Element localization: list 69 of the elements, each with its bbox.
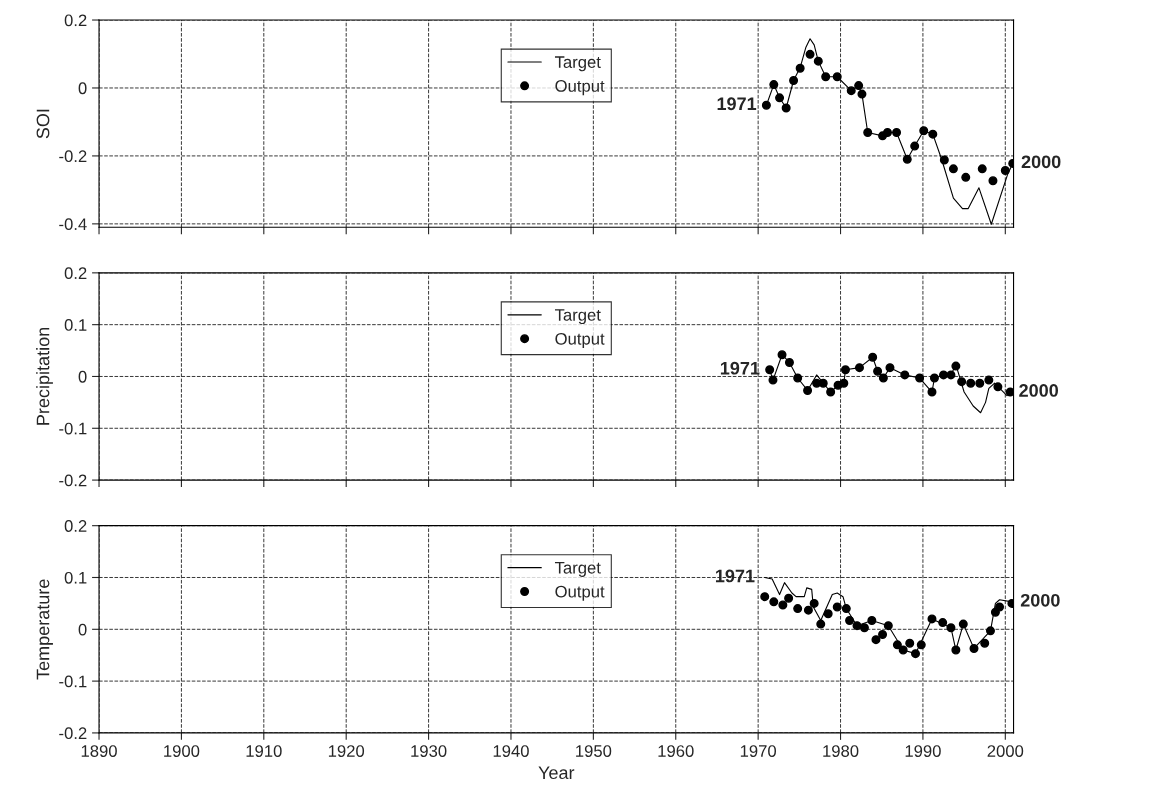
annotation: 2000: [1020, 593, 1060, 607]
point: [778, 600, 788, 610]
x-tick-label: 1960: [658, 745, 694, 757]
y-tick-label: 0.2: [64, 14, 87, 27]
point: [977, 164, 987, 174]
y-axis-title: SOI: [36, 109, 50, 139]
point: [948, 164, 958, 174]
point: [975, 378, 985, 388]
point: [984, 375, 994, 385]
point: [816, 619, 826, 629]
y-axis-title: Precipitation: [36, 327, 53, 425]
x-tick-label: 2000: [987, 745, 1024, 757]
x-tick-label: 1900: [164, 745, 200, 757]
y-tick-label: 0: [78, 623, 87, 636]
x-tick-label: 1990: [905, 745, 941, 757]
legend-label: Output: [555, 585, 605, 601]
y-tick-label: 0.1: [64, 319, 87, 331]
legend-label: Output: [555, 80, 605, 96]
y-tick-label: -0.1: [59, 422, 87, 435]
legend-label: Target: [554, 309, 601, 325]
y-tick-label: 0.2: [64, 520, 87, 532]
point: [832, 602, 842, 612]
point: [980, 638, 990, 648]
point: [988, 176, 998, 186]
point: [905, 638, 915, 648]
y-tick-label: 0: [78, 370, 87, 383]
y-axis-title: Temperature: [36, 579, 53, 680]
point: [845, 615, 855, 625]
annotation: 2000: [1021, 155, 1061, 169]
x-tick-label: 1910: [246, 745, 282, 757]
x-tick-label: 1980: [823, 745, 859, 757]
y-tick-label: 0: [78, 82, 87, 95]
point: [966, 378, 976, 388]
y-tick-label: -0.2: [59, 727, 87, 740]
y-tick-label: -0.2: [59, 474, 87, 487]
legend-label: Target: [554, 56, 601, 72]
y-tick-label: -0.2: [59, 150, 87, 163]
legend-label: Target: [554, 562, 601, 577]
annotation: 1971: [717, 97, 757, 111]
x-tick-label: 1940: [493, 745, 529, 757]
point: [805, 49, 815, 59]
y-tick-label: -0.4: [59, 218, 87, 231]
annotation: 1971: [720, 361, 760, 375]
point: [761, 100, 771, 110]
annotation: 2000: [1019, 384, 1059, 397]
point: [995, 602, 1005, 612]
y-tick-label: -0.1: [59, 675, 87, 688]
point: [769, 597, 779, 607]
point: [871, 635, 881, 645]
x-tick-label: 1920: [328, 745, 365, 757]
point: [760, 592, 770, 602]
point: [784, 357, 794, 367]
point: [961, 172, 971, 182]
legend-label: Output: [555, 332, 605, 348]
point: [765, 365, 775, 375]
point: [859, 623, 869, 633]
x-axis-title: Year: [538, 766, 575, 780]
y-tick-label: 0.2: [64, 267, 87, 280]
x-tick-label: 1890: [81, 745, 117, 757]
point: [878, 629, 888, 639]
x-tick-label: 1950: [576, 745, 612, 757]
x-tick-label: 1970: [740, 745, 777, 757]
point: [1000, 166, 1010, 176]
point: [823, 609, 833, 619]
point: [793, 604, 803, 614]
x-tick-label: 1930: [411, 745, 447, 757]
y-tick-label: 0.1: [64, 571, 87, 584]
point: [803, 605, 813, 615]
point: [784, 593, 794, 603]
